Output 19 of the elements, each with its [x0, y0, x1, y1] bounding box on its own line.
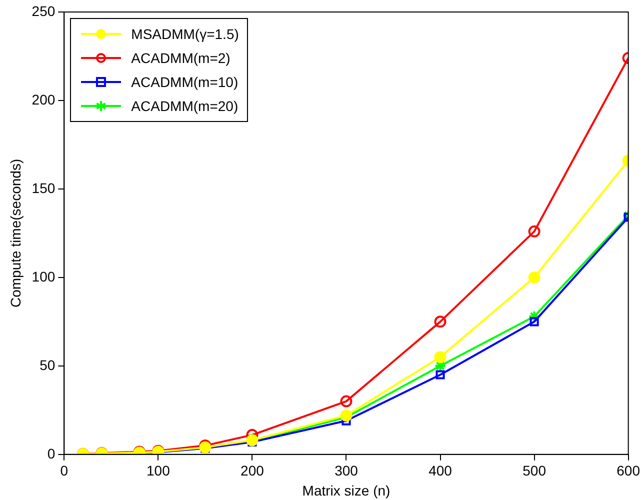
legend-label: MSADMM(γ=1.5): [131, 26, 239, 42]
x-axis-title: Matrix size (n): [302, 482, 390, 498]
y-tick-label: 100: [32, 268, 56, 284]
legend-label: ACADMM(m=10): [131, 74, 238, 90]
y-tick-label: 50: [40, 356, 56, 373]
y-tick-label: 200: [32, 91, 56, 108]
x-tick-label: 300: [334, 462, 358, 479]
y-tick-label: 150: [32, 180, 56, 196]
x-tick-label: 200: [240, 462, 264, 479]
x-tick-label: 0: [60, 462, 68, 479]
x-tick-label: 500: [522, 462, 546, 479]
legend-label: ACADMM(m=20): [131, 98, 238, 114]
legend-label: ACADMM(m=2): [131, 50, 230, 66]
x-tick-label: 600: [616, 462, 640, 479]
y-tick-label: 0: [47, 445, 56, 462]
y-tick-label: 250: [32, 2, 56, 19]
y-axis-title: Compute time(seconds): [7, 158, 24, 308]
x-tick-label: 400: [428, 462, 452, 479]
x-tick-label: 100: [146, 462, 170, 479]
